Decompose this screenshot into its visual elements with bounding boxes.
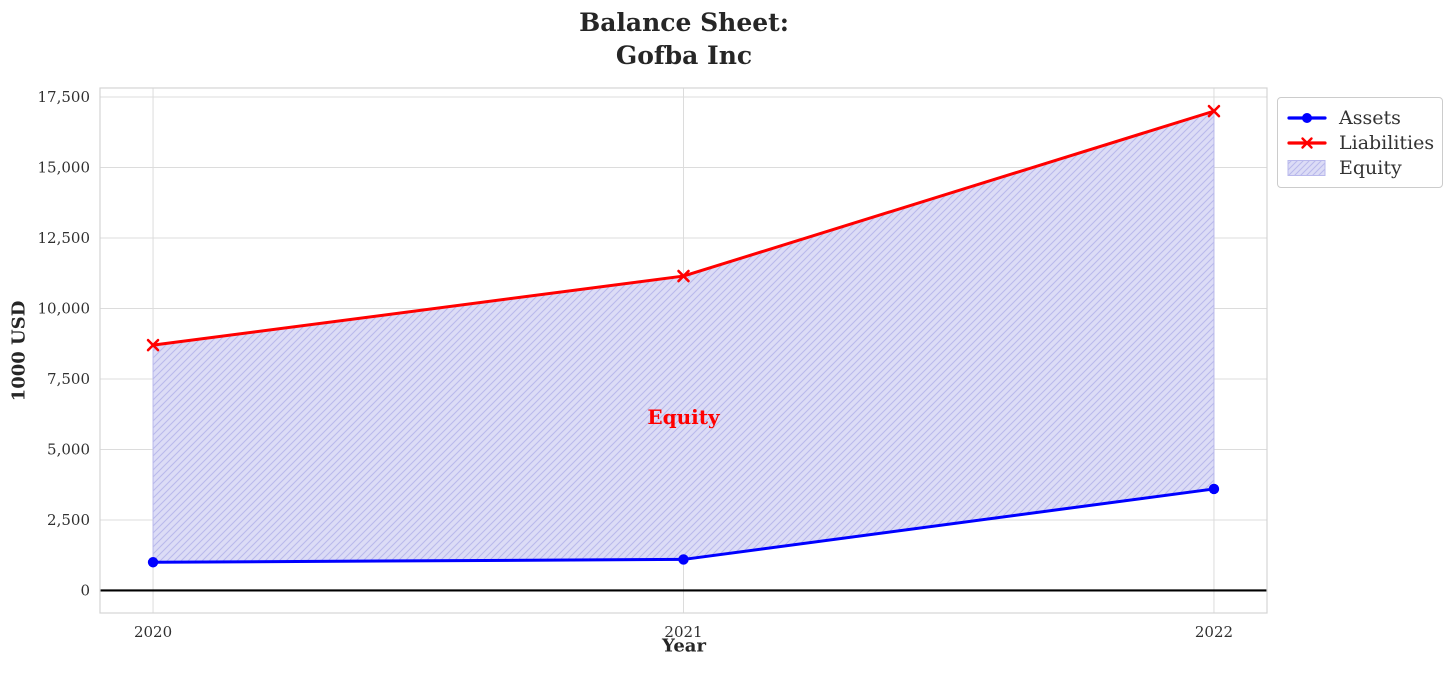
legend: Assets Liabilities Equity (1277, 97, 1443, 188)
legend-item-assets: Assets (1287, 105, 1433, 130)
legend-item-equity: Equity (1287, 155, 1433, 180)
legend-label-equity: Equity (1339, 156, 1402, 179)
chart-title: Balance Sheet: Gofba Inc (579, 8, 789, 70)
plot-border (99, 87, 1268, 614)
liabilities-point-marker (146, 338, 160, 352)
y-tick-label: 2,500 (47, 511, 90, 529)
y-tick-label: 0 (80, 581, 90, 599)
y-tick-label: 12,500 (38, 229, 91, 247)
x-tick-label: 2020 (134, 623, 172, 641)
equity-annotation: Equity (647, 405, 720, 430)
y-tick-label: 15,000 (38, 159, 91, 177)
liabilities-line-swatch (1287, 136, 1327, 149)
y-tick-label: 17,500 (38, 88, 91, 106)
assets-point-marker (147, 557, 159, 568)
assets-point-marker (1208, 483, 1220, 495)
liabilities-point-marker (1207, 104, 1221, 118)
x-axis-label: Year (662, 635, 706, 657)
legend-label-liabilities: Liabilities (1339, 131, 1435, 154)
assets-point-marker (678, 554, 689, 565)
x-tick-label: 2022 (1195, 623, 1233, 641)
legend-item-liabilities: Liabilities (1287, 130, 1435, 155)
assets-line-swatch (1287, 112, 1327, 123)
x-tick-label: 2021 (664, 623, 702, 641)
liabilities-point-marker (677, 269, 690, 283)
y-tick-label: 10,000 (38, 299, 91, 317)
legend-label-assets: Assets (1339, 106, 1401, 129)
equity-patch-swatch (1287, 159, 1326, 176)
y-tick-label: 5,000 (47, 440, 90, 458)
y-tick-label: 7,500 (47, 370, 90, 388)
